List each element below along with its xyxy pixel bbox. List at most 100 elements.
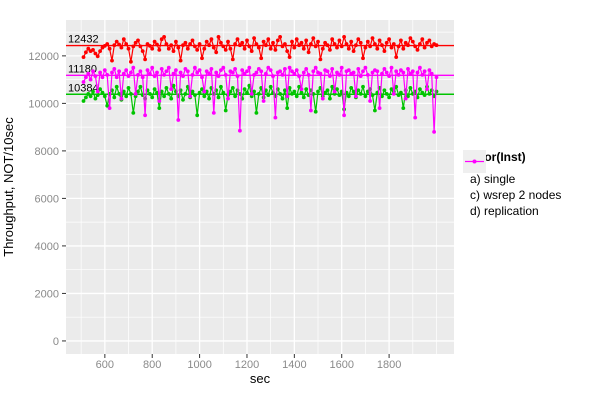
series-point	[228, 89, 233, 94]
series-point	[387, 74, 391, 78]
legend-label: c) wsrep 2 nodes	[470, 188, 562, 202]
series-point	[280, 44, 285, 49]
series-point	[233, 94, 238, 99]
series-point	[280, 73, 285, 77]
series-point	[422, 45, 427, 50]
series-point	[245, 90, 249, 95]
series-point	[337, 93, 342, 97]
series-point	[301, 70, 306, 75]
series-point	[399, 68, 403, 72]
series-point	[209, 37, 214, 42]
series-point	[342, 113, 346, 118]
series-point	[365, 39, 370, 44]
series-point	[316, 89, 320, 94]
series-point	[349, 39, 354, 44]
series-point	[311, 69, 316, 74]
y-tick-label: 8000	[35, 146, 59, 158]
series-point	[266, 65, 271, 70]
series-point	[361, 56, 365, 61]
series-point	[420, 37, 425, 42]
series-point	[332, 42, 337, 46]
series-point	[105, 42, 110, 46]
series-point	[114, 39, 119, 44]
series-point	[408, 71, 413, 76]
series-point	[413, 115, 418, 120]
series-point	[410, 39, 415, 44]
series-point	[294, 68, 299, 72]
series-point	[155, 90, 159, 95]
series-point	[259, 69, 264, 74]
series-point	[354, 94, 358, 99]
series-point	[200, 75, 204, 80]
series-point	[285, 49, 290, 53]
series-point	[391, 42, 396, 46]
series-point	[399, 38, 403, 43]
series-point	[254, 111, 259, 115]
x-tick-label: 1200	[235, 359, 259, 371]
series-point	[299, 40, 304, 45]
series-point	[292, 89, 297, 94]
series-point	[335, 70, 339, 75]
series-point	[150, 46, 155, 51]
series-point	[335, 87, 339, 91]
series-point	[339, 65, 344, 70]
series-point	[427, 92, 432, 96]
series-point	[382, 67, 387, 71]
series-point	[193, 65, 197, 70]
series-point	[181, 97, 185, 102]
x-axis-title: sec	[250, 371, 271, 386]
legend-entry: c) wsrep 2 nodes	[463, 150, 562, 202]
series-point	[339, 44, 344, 49]
y-axis-title: Throughput, NOT/10sec	[1, 117, 16, 257]
series-point	[178, 70, 183, 75]
y-tick-label: 2000	[35, 288, 59, 300]
series-point	[219, 68, 223, 72]
series-point	[396, 44, 401, 49]
series-point	[304, 87, 309, 91]
series-point	[216, 74, 221, 78]
series-point	[283, 88, 287, 93]
series-point	[264, 43, 268, 48]
series-point	[207, 96, 212, 101]
series-point	[313, 109, 318, 114]
series-point	[91, 89, 95, 94]
series-point	[403, 96, 408, 101]
series-point	[140, 75, 145, 80]
series-point	[117, 42, 121, 47]
series-point	[223, 108, 228, 113]
series-point	[102, 94, 107, 99]
y-tick-label: 10000	[28, 98, 59, 110]
series-point	[117, 69, 121, 74]
series-point	[159, 37, 164, 42]
series-point	[157, 106, 162, 110]
series-point	[356, 37, 361, 42]
series-point	[401, 70, 406, 75]
series-point	[190, 89, 195, 94]
series-point	[432, 130, 436, 134]
x-tick-label: 800	[143, 359, 161, 371]
series-point	[249, 49, 254, 53]
series-point	[283, 42, 287, 46]
legend-entry: a) single	[463, 150, 561, 186]
series-point	[361, 69, 365, 74]
series-point	[406, 43, 410, 48]
series-point	[138, 44, 143, 49]
series-point	[102, 68, 107, 72]
series-point	[190, 38, 195, 43]
series-point	[136, 38, 140, 43]
series-point	[418, 87, 422, 91]
series-point	[136, 73, 140, 77]
series-point	[422, 93, 427, 97]
series-point	[169, 87, 174, 91]
series-point	[107, 46, 112, 51]
series-point	[86, 46, 91, 51]
series-point	[193, 93, 197, 97]
series-point	[342, 35, 346, 39]
series-point	[152, 87, 157, 91]
series-point	[164, 86, 169, 90]
series-point	[323, 90, 327, 95]
series-point	[211, 45, 216, 50]
series-point	[162, 73, 167, 77]
y-tick-label: 6000	[35, 193, 59, 205]
series-point	[290, 69, 294, 74]
